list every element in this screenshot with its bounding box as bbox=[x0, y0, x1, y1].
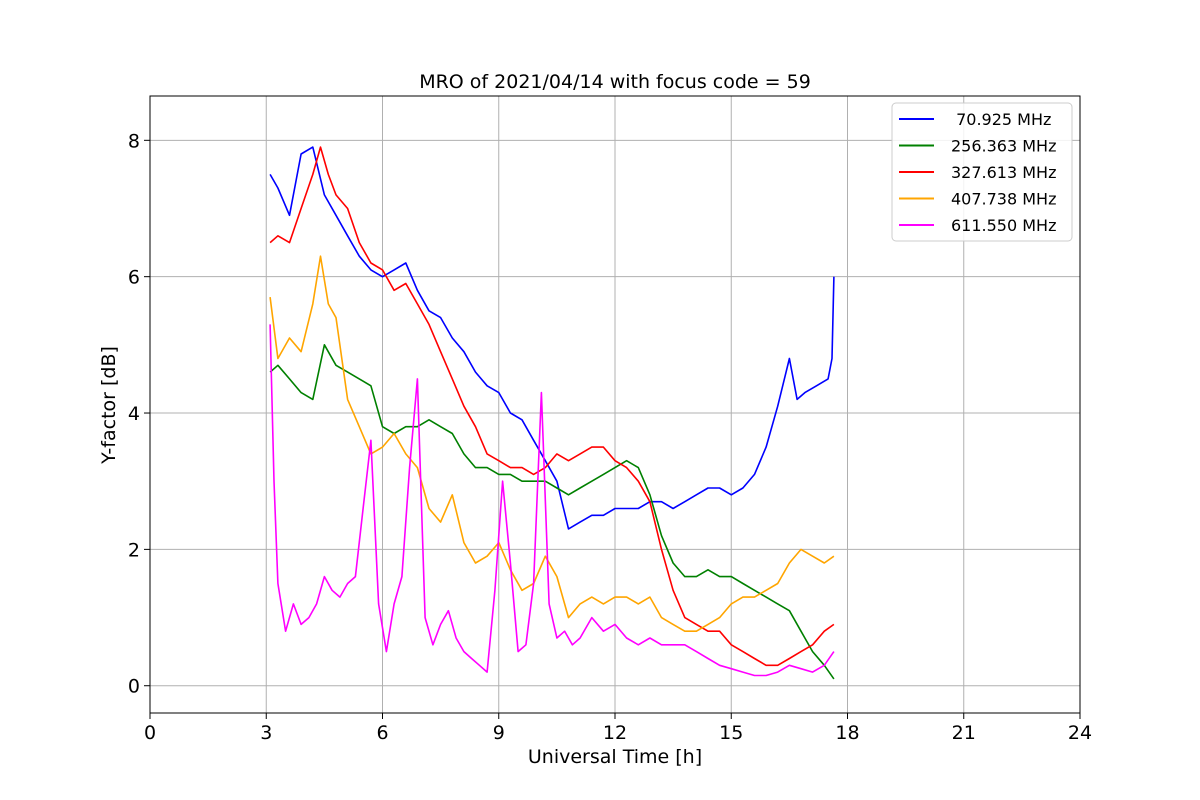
y-axis-ticks: 0 2 4 6 8 bbox=[128, 130, 150, 698]
y-axis-label: Y-factor [dB] bbox=[98, 346, 120, 465]
series-lines bbox=[269, 146, 835, 680]
x-tick-label: 6 bbox=[376, 722, 388, 744]
x-axis-ticks: 0 3 6 9 12 15 18 21 24 bbox=[144, 713, 1092, 744]
y-tick-label: 2 bbox=[128, 539, 140, 561]
legend: 70.925 MHz 256.363 MHz 327.613 MHz 407.738 … bbox=[891, 102, 1073, 242]
x-tick-label: 9 bbox=[493, 722, 505, 744]
y-tick-label: 4 bbox=[128, 403, 140, 425]
series-line-1 bbox=[269, 344, 835, 680]
series-line-0 bbox=[269, 146, 835, 530]
x-tick-label: 15 bbox=[719, 722, 743, 744]
y-tick-label: 6 bbox=[128, 267, 140, 289]
legend-label-1: 256.363 MHz bbox=[951, 137, 1056, 156]
x-tick-label: 3 bbox=[260, 722, 272, 744]
legend-box bbox=[891, 102, 1073, 242]
y-tick-label: 8 bbox=[128, 130, 140, 152]
series-line-3 bbox=[269, 255, 835, 632]
legend-label-3: 407.738 MHz bbox=[951, 190, 1056, 209]
x-tick-label: 18 bbox=[835, 722, 859, 744]
x-tick-label: 12 bbox=[603, 722, 627, 744]
series-line-2 bbox=[269, 146, 835, 667]
legend-label-4: 611.550 MHz bbox=[951, 216, 1056, 235]
x-tick-label: 0 bbox=[144, 722, 156, 744]
x-tick-label: 21 bbox=[952, 722, 976, 744]
legend-label-2: 327.613 MHz bbox=[951, 163, 1056, 182]
x-tick-label: 24 bbox=[1068, 722, 1092, 744]
x-axis-label: Universal Time [h] bbox=[528, 746, 702, 768]
legend-label-0: 70.925 MHz bbox=[951, 110, 1051, 129]
y-tick-label: 0 bbox=[128, 676, 140, 698]
series-line-4 bbox=[269, 324, 835, 677]
chart-title: MRO of 2021/04/14 with focus code = 59 bbox=[419, 71, 811, 93]
